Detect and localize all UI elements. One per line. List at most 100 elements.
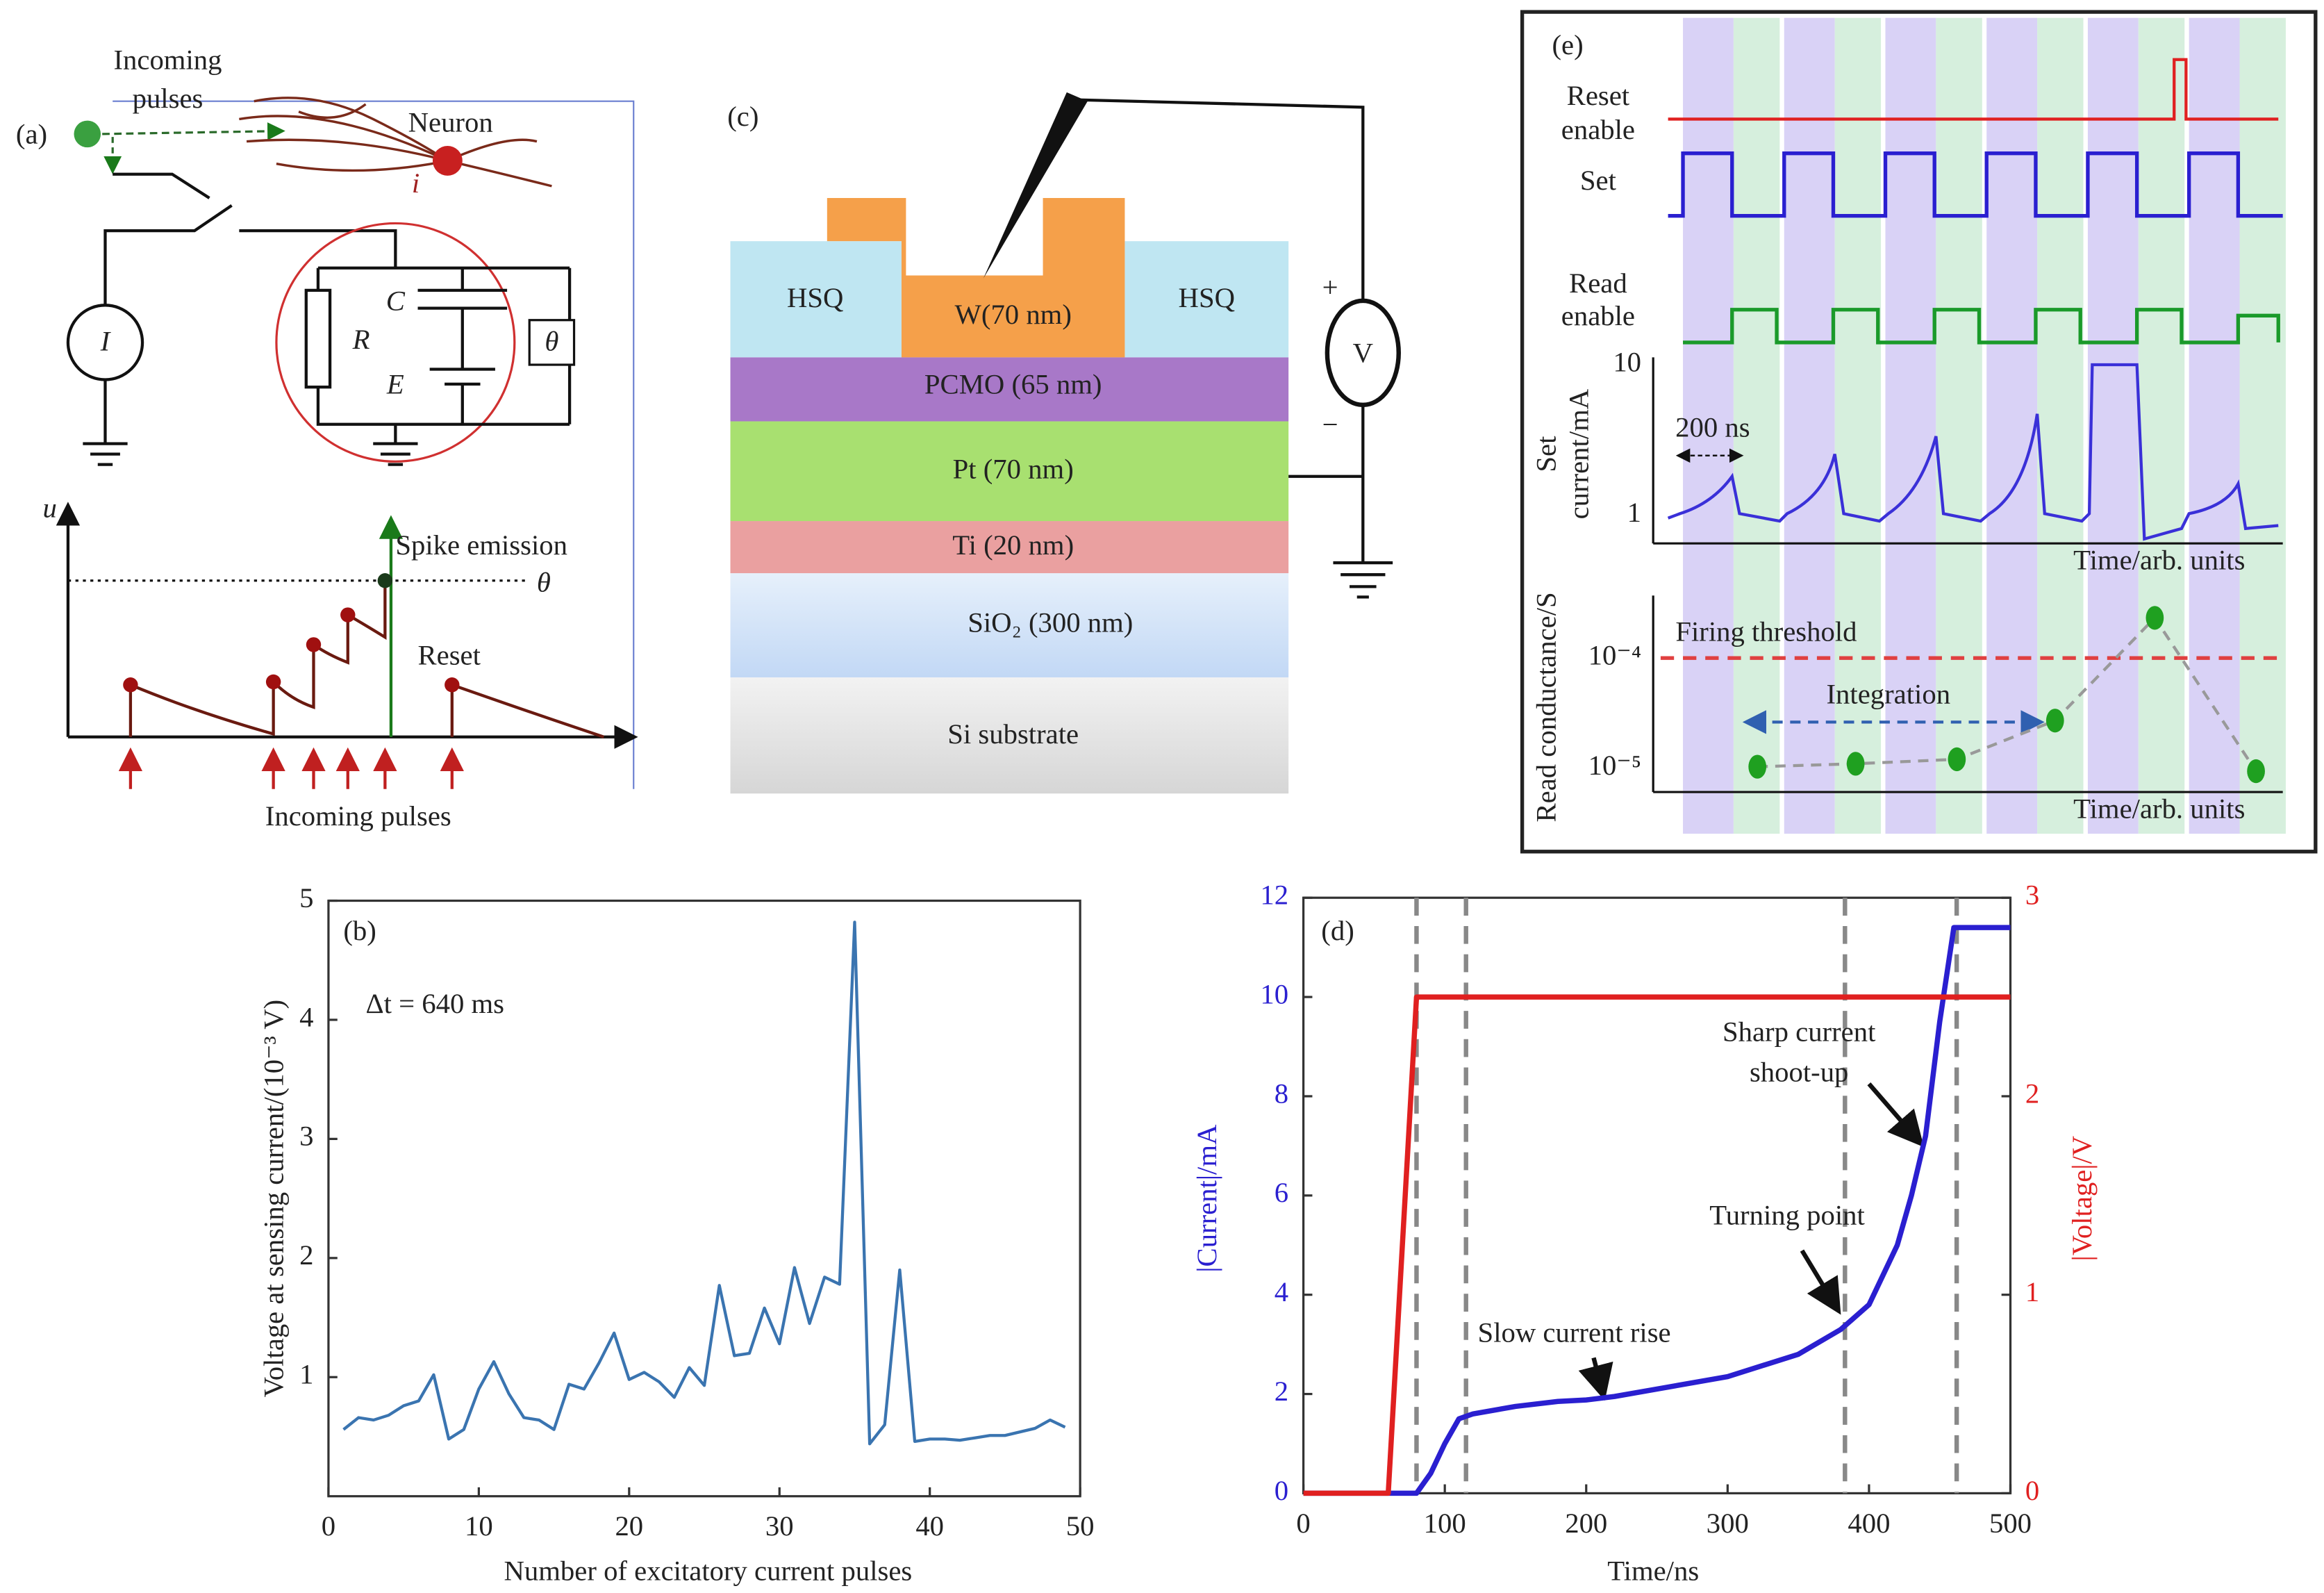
annotation: shoot-up — [1750, 1057, 1848, 1088]
shape — [1867, 1082, 1925, 1148]
shape — [432, 146, 463, 176]
y-tick-label: 2 — [1275, 1376, 1288, 1407]
y-tick-label: 10 — [1260, 978, 1288, 1009]
label: current/mA — [1563, 388, 1595, 519]
shape — [1733, 17, 1780, 834]
y-tick-label: 6 — [1275, 1177, 1288, 1208]
label: C — [386, 286, 406, 317]
shape — [1075, 98, 1393, 599]
shape — [113, 100, 635, 789]
label: pulses — [133, 83, 204, 114]
label: Integration — [1826, 678, 1950, 709]
shape — [1784, 17, 1835, 834]
y-tick-label: 8 — [1275, 1078, 1288, 1109]
label: Firing threshold — [1675, 616, 1857, 647]
label: R — [352, 324, 370, 355]
label: Si substrate — [947, 718, 1079, 750]
shape — [2037, 17, 2084, 834]
shape — [1757, 615, 2257, 773]
label: Read conductance/S — [1531, 592, 1562, 822]
shape — [2247, 759, 2265, 784]
shape — [1936, 17, 1982, 834]
y2-tick-label: 2 — [2025, 1078, 2039, 1109]
shape — [1846, 752, 1865, 776]
label: Ti (20 nm) — [952, 529, 1074, 561]
series-line — [1303, 925, 2011, 1496]
label: (c) — [727, 101, 758, 132]
shape — [304, 288, 332, 389]
label: 10⁻⁴ — [1588, 640, 1641, 671]
shape — [306, 637, 322, 652]
shape — [2138, 17, 2185, 834]
x-tick-label: 0 — [1296, 1508, 1310, 1539]
shape — [827, 198, 1125, 358]
y-tick-label: 5 — [299, 882, 313, 914]
shape — [1520, 10, 2318, 854]
shape — [316, 266, 570, 426]
label: PCMO (65 nm) — [924, 369, 1102, 400]
x-tick-label: 30 — [765, 1510, 794, 1542]
x-tick-label: 200 — [1565, 1508, 1607, 1539]
shape — [1748, 754, 1767, 779]
series-line — [1303, 994, 2011, 1496]
label: − — [1322, 408, 1338, 440]
panel-c: (c) HSQ W(70 nm) HSQ PCMO (65 nm) Pt (70… — [727, 92, 1401, 794]
shape — [730, 677, 1289, 794]
shape — [2045, 709, 2064, 733]
y-tick-label: 4 — [1275, 1276, 1288, 1307]
shape — [298, 103, 367, 119]
shape — [1948, 747, 1966, 772]
x-tick-label: 0 — [322, 1510, 335, 1542]
shape — [730, 241, 902, 358]
label: enable — [1561, 300, 1635, 331]
shape — [1325, 298, 1401, 408]
shape — [276, 159, 448, 172]
bands — [1683, 17, 2286, 834]
shape — [103, 204, 233, 306]
shape — [128, 580, 605, 738]
shape — [254, 97, 449, 162]
label: Reset — [418, 640, 481, 671]
shape — [239, 229, 397, 268]
x-tick-label: 20 — [615, 1510, 643, 1542]
label: + — [1322, 272, 1338, 303]
x-tick-label: 300 — [1707, 1508, 1749, 1539]
x-tick-label: 500 — [1989, 1508, 2032, 1539]
label: I — [100, 325, 112, 356]
shape — [373, 424, 418, 466]
label: (a) — [16, 118, 47, 149]
shape — [83, 379, 128, 466]
label: Time/arb. units — [2073, 793, 2245, 824]
label: E — [386, 369, 404, 400]
shape — [730, 357, 1289, 422]
shape — [1800, 1249, 1841, 1315]
shape — [239, 115, 552, 188]
shape — [1986, 17, 2038, 834]
shape — [118, 747, 464, 789]
annotation: Sharp current — [1723, 1016, 1876, 1048]
y2-tick-label: 1 — [2025, 1276, 2039, 1307]
panel-label: (d) — [1321, 915, 1354, 946]
plot-frame — [327, 899, 1081, 1498]
label: SiO₂ (300 nm) — [968, 606, 1133, 638]
label: Set — [1531, 436, 1562, 472]
y-axis-label: |Current|/mA — [1191, 1124, 1222, 1273]
shape — [123, 607, 460, 693]
shape — [123, 677, 138, 693]
series-line — [342, 921, 1066, 1446]
label: u — [42, 492, 56, 523]
shape — [2087, 17, 2139, 834]
x-tick-label: 50 — [1066, 1510, 1095, 1542]
y-tick-label: 2 — [299, 1239, 313, 1271]
panel-a: (a) Incoming pulses Neuron i I R C E θ u… — [16, 44, 638, 832]
label: i — [412, 167, 420, 199]
shape — [128, 580, 387, 737]
label: Read — [1569, 267, 1627, 299]
label: θ — [545, 325, 558, 356]
x-axis-label: Time/ns — [1607, 1555, 1699, 1586]
annotation: Δt = 640 ms — [366, 988, 505, 1019]
label: 1 — [1627, 497, 1641, 528]
label: Set — [1580, 165, 1617, 196]
shape — [74, 120, 101, 148]
shape — [983, 92, 1088, 279]
